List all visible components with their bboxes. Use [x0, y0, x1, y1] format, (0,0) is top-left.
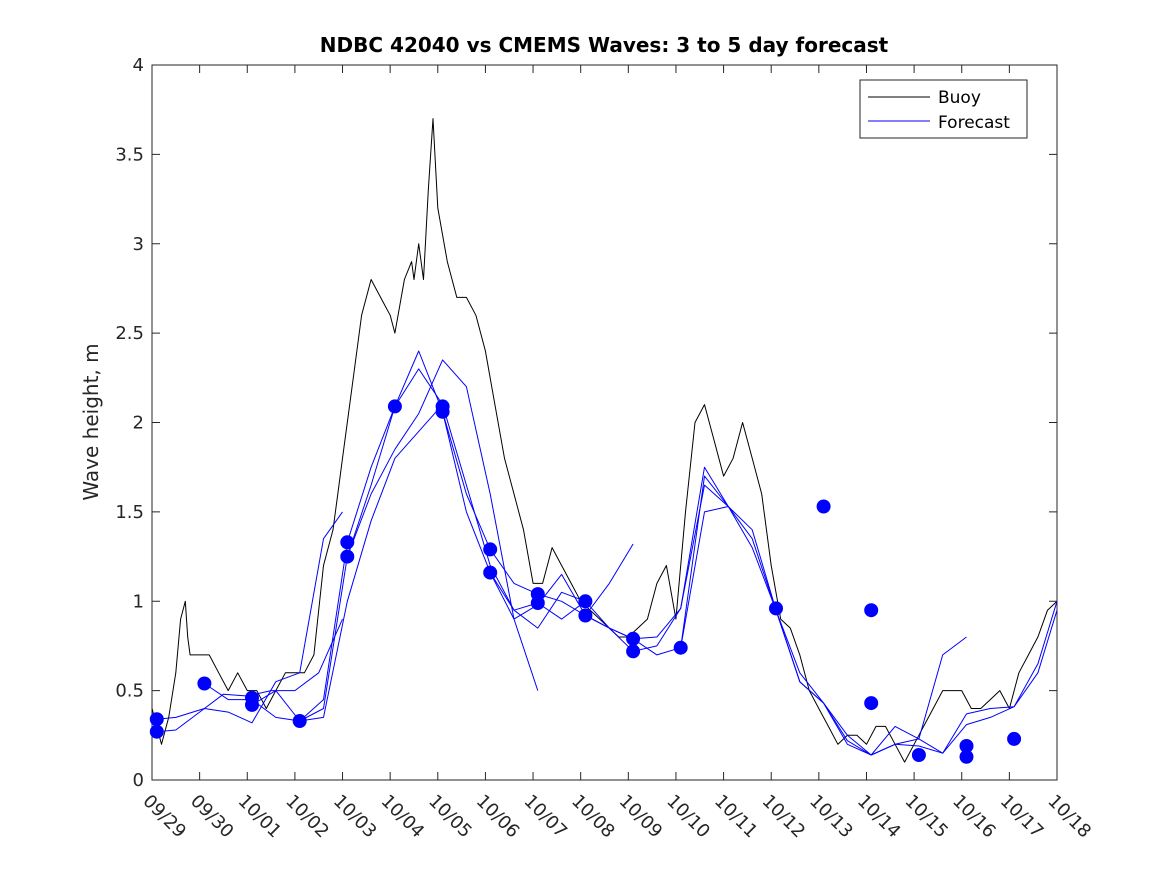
forecast-marker — [1007, 731, 1022, 746]
marker-layer — [149, 399, 1022, 764]
forecast-marker — [626, 644, 641, 659]
plot-frame — [151, 64, 1058, 781]
chart-title: NDBC 42040 vs CMEMS Waves: 3 to 5 day fo… — [320, 33, 889, 57]
forecast-marker — [483, 542, 498, 557]
forecast-marker — [911, 748, 926, 762]
buoy-series-line — [151, 118, 1058, 763]
forecast-marker — [435, 399, 450, 414]
forecast-marker — [149, 712, 164, 727]
y-tick-label: 0.5 — [115, 681, 144, 702]
legend-box — [859, 79, 1028, 139]
forecast-marker — [578, 608, 593, 623]
forecast-marker — [292, 714, 307, 728]
forecast-marker — [864, 603, 879, 618]
forecast-marker — [769, 601, 783, 616]
legend-buoy-label: Buoy — [938, 88, 981, 108]
forecast-marker — [387, 399, 402, 414]
forecast-marker — [578, 594, 593, 609]
forecast-marker — [959, 739, 974, 753]
y-tick-label: 2.5 — [115, 323, 144, 344]
y-tick-label: 2 — [133, 413, 144, 434]
forecast-marker — [483, 565, 498, 580]
forecast-marker — [340, 549, 355, 564]
forecast-marker — [530, 587, 545, 602]
forecast-marker — [149, 724, 164, 739]
y-tick-label: 1 — [133, 591, 144, 612]
y-tick-label: 4 — [133, 55, 144, 76]
plot-area: 09/2909/3010/0110/0210/0310/0410/0510/06… — [115, 55, 1095, 842]
y-tick-label: 3.5 — [115, 144, 144, 165]
forecast-marker — [245, 690, 259, 705]
forecast-series-line-12 — [870, 601, 1058, 756]
legend-forecast-label: Forecast — [938, 113, 1010, 133]
y-axis: 0 0.5 1 1.5 2 2.5 3 3.5 4 — [115, 55, 1057, 791]
y-tick-label: 3 — [133, 234, 144, 255]
y-tick-label: 1.5 — [115, 502, 144, 523]
forecast-series-line-3 — [204, 404, 443, 722]
legend: Buoy Forecast — [859, 79, 1028, 139]
forecast-marker — [197, 676, 212, 691]
forecast-marker — [816, 499, 831, 514]
y-tick-label: 0 — [133, 770, 144, 791]
y-axis-label: Wave height, m — [79, 343, 103, 500]
forecast-marker — [626, 631, 641, 646]
forecast-series-line-2 — [156, 511, 343, 724]
forecast-marker — [864, 696, 879, 711]
forecast-marker — [340, 535, 355, 550]
forecast-marker — [673, 640, 688, 655]
